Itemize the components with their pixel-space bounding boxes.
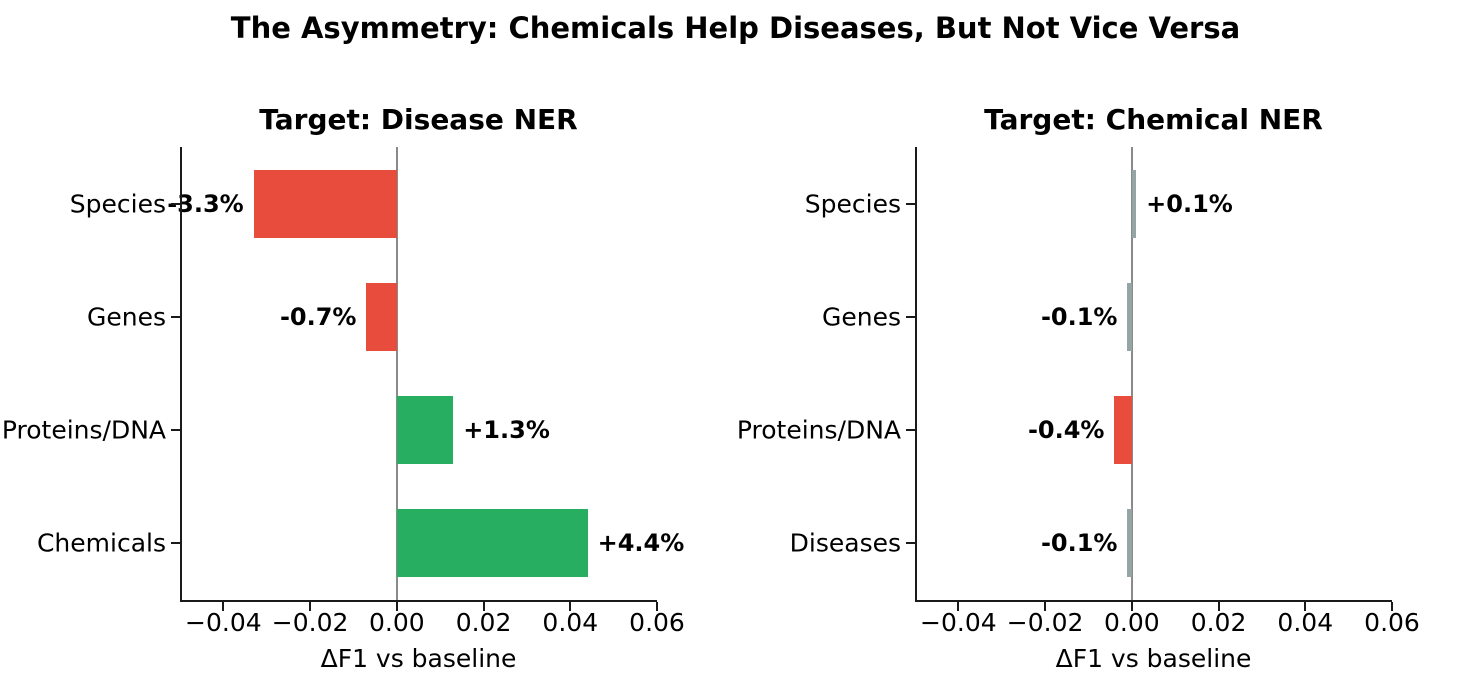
- category-label: Chemicals: [36, 528, 166, 558]
- category-label: Genes: [821, 302, 901, 332]
- bar-species: [253, 169, 397, 238]
- x-tick-label: −0.02: [1006, 608, 1084, 637]
- y-tick: [906, 202, 915, 205]
- bar-value-label: -0.7%: [279, 302, 357, 331]
- x-axis-label: ΔF1 vs baseline: [1055, 644, 1252, 673]
- bar-value-label: +4.4%: [597, 529, 685, 558]
- figure-title: The Asymmetry: Chemicals Help Diseases, …: [230, 11, 1241, 45]
- x-tick-label: 0.02: [1190, 608, 1247, 637]
- bar-proteins-dna: [1114, 396, 1132, 465]
- x-tick-label: −0.04: [185, 608, 262, 637]
- x-tick: [656, 602, 658, 611]
- y-axis-spine: [180, 147, 182, 602]
- bar-proteins-dna: [396, 396, 454, 465]
- x-tick: [309, 602, 312, 611]
- category-label: Species: [69, 189, 166, 219]
- x-tick: [222, 602, 225, 611]
- y-tick: [906, 542, 915, 545]
- subplot-title-target-chemical-ner: Target: Chemical NER: [984, 103, 1323, 136]
- bar-species: [1131, 169, 1137, 238]
- bar-value-label: -0.1%: [1040, 529, 1118, 558]
- x-tick: [1044, 602, 1047, 611]
- y-tick: [171, 542, 180, 545]
- x-axis-spine: [180, 600, 657, 602]
- bar-value-label: -0.4%: [1027, 416, 1105, 445]
- bar-genes: [366, 282, 397, 351]
- zero-line: [1130, 147, 1133, 600]
- x-tick-label: 0.00: [1103, 608, 1160, 637]
- subplot-title-target-disease-ner: Target: Disease NER: [259, 103, 578, 136]
- category-label: Genes: [86, 302, 166, 332]
- y-tick: [906, 429, 915, 432]
- x-tick: [1304, 602, 1307, 611]
- x-tick: [957, 602, 960, 611]
- y-tick: [171, 429, 180, 432]
- y-tick: [906, 315, 915, 318]
- category-label: Proteins/DNA: [1, 415, 166, 445]
- x-tick-label: 0.04: [542, 608, 599, 637]
- x-tick: [569, 602, 572, 611]
- x-axis-label: ΔF1 vs baseline: [320, 644, 517, 673]
- x-tick-label: 0.06: [1364, 608, 1420, 637]
- x-tick-label: 0.02: [455, 608, 512, 637]
- bar-genes: [1127, 282, 1132, 351]
- bar-value-label: +1.3%: [463, 416, 550, 445]
- category-label: Species: [804, 189, 901, 219]
- y-axis-spine: [915, 147, 917, 602]
- x-axis-spine: [915, 600, 1392, 602]
- x-tick-label: 0.00: [368, 608, 425, 637]
- bar-diseases: [1127, 509, 1132, 578]
- zero-line: [395, 147, 398, 600]
- x-tick: [1391, 602, 1393, 611]
- y-tick: [171, 315, 180, 318]
- y-tick: [171, 202, 180, 205]
- x-tick: [1130, 602, 1133, 611]
- x-tick-label: 0.06: [629, 608, 685, 637]
- category-label: Diseases: [789, 528, 901, 558]
- bar-value-label: -0.1%: [1040, 302, 1118, 331]
- x-tick: [1217, 602, 1220, 611]
- category-label: Proteins/DNA: [736, 415, 901, 445]
- x-tick-label: 0.04: [1277, 608, 1334, 637]
- x-tick-label: −0.04: [920, 608, 997, 637]
- bar-chemicals: [396, 509, 588, 578]
- x-tick-label: −0.02: [271, 608, 349, 637]
- x-tick: [395, 602, 398, 611]
- x-tick: [482, 602, 485, 611]
- bar-value-label: +0.1%: [1146, 189, 1233, 218]
